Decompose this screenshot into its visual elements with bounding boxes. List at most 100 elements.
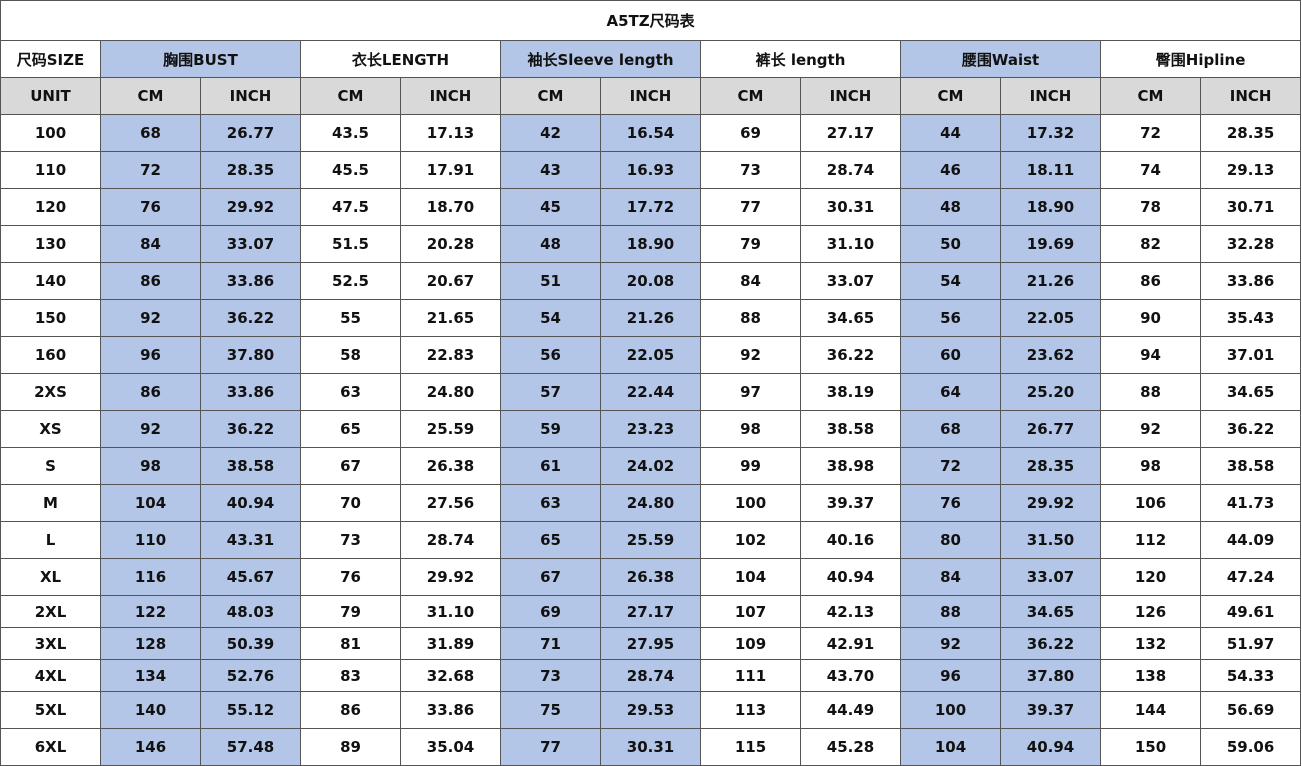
data-row: 160 96 37.80 58 22.83 56 22.05 92 36.22 60 23.62 94… (0, 336, 1302, 374)
measure-cell: 116 (100, 558, 201, 596)
data-row: 6XL 146 57.48 89 35.04 77 30.31 115 45.28 104 40.9… (0, 728, 1302, 766)
measure-cell: 59 (500, 410, 601, 448)
measure-cell: 36.22 (1000, 627, 1101, 660)
data-row: M 104 40.94 70 27.56 63 24.80 100 39.37 76 29.92 10… (0, 484, 1302, 522)
measure-cell: 57.48 (200, 728, 301, 766)
measure-cell: 56.69 (1199, 691, 1302, 729)
measure-cell: 18.90 (1000, 188, 1101, 226)
measure-cell: 36.22 (200, 410, 301, 448)
measure-cell: 22.05 (1000, 299, 1101, 337)
measure-cell: 88 (900, 595, 1001, 628)
measure-cell: 140 (100, 691, 201, 729)
size-label: 6XL (0, 728, 101, 766)
measure-cell: 21.26 (1000, 262, 1101, 300)
measure-cell: 63 (500, 484, 601, 522)
measure-cell: 27.17 (800, 114, 901, 152)
measure-cell: 86 (1100, 262, 1201, 300)
measure-cell: 54.33 (1199, 659, 1302, 692)
measure-cell: 86 (100, 373, 201, 411)
measure-cell: 61 (500, 447, 601, 485)
measure-cell: 73 (700, 151, 801, 189)
measure-cell: 107 (700, 595, 801, 628)
measure-cell: 51 (500, 262, 601, 300)
size-label: 2XL (0, 595, 101, 628)
measure-cell: 68 (100, 114, 201, 152)
measure-cell: 45.67 (200, 558, 301, 596)
measure-cell: 96 (900, 659, 1001, 692)
measure-cell: 23.62 (1000, 336, 1101, 374)
measure-cell: 69 (500, 595, 601, 628)
measure-cell: 21.26 (600, 299, 701, 337)
measure-cell: 84 (700, 262, 801, 300)
data-row: XL 116 45.67 76 29.92 67 26.38 104 40.94 84 33.07 1… (0, 558, 1302, 596)
measure-cell: 33.86 (400, 691, 501, 729)
column-header: 裤长 length (700, 40, 901, 78)
measure-cell: 60 (900, 336, 1001, 374)
measure-cell: 31.50 (1000, 521, 1101, 559)
measure-cell: 45 (500, 188, 601, 226)
measure-cell: 23.23 (600, 410, 701, 448)
measure-cell: 138 (1100, 659, 1201, 692)
measure-cell: 84 (900, 558, 1001, 596)
measure-cell: 33.07 (200, 225, 301, 263)
measure-cell: 34.65 (1000, 595, 1101, 628)
measure-cell: 48 (900, 188, 1001, 226)
data-row: 2XS 86 33.86 63 24.80 57 22.44 97 38.19 64 25.20 88… (0, 373, 1302, 411)
measure-cell: 39.37 (1000, 691, 1101, 729)
measure-cell: 17.32 (1000, 114, 1101, 152)
measure-cell: 35.43 (1199, 299, 1302, 337)
measure-cell: 88 (700, 299, 801, 337)
unit-header: INCH (1000, 77, 1101, 115)
measure-cell: 73 (300, 521, 401, 559)
measure-cell: 44.09 (1199, 521, 1302, 559)
column-header: 衣长LENGTH (300, 40, 501, 78)
measure-cell: 109 (700, 627, 801, 660)
measure-cell: 38.58 (1199, 447, 1302, 485)
measure-cell: 37.80 (1000, 659, 1101, 692)
measure-cell: 100 (700, 484, 801, 522)
measure-cell: 55.12 (200, 691, 301, 729)
measure-cell: 113 (700, 691, 801, 729)
measure-cell: 42.91 (800, 627, 901, 660)
measure-cell: 92 (100, 410, 201, 448)
measure-cell: 28.74 (600, 659, 701, 692)
measure-cell: 76 (900, 484, 1001, 522)
measure-cell: 36.22 (800, 336, 901, 374)
measure-cell: 106 (1100, 484, 1201, 522)
measure-cell: 71 (500, 627, 601, 660)
measure-cell: 52.5 (300, 262, 401, 300)
measure-cell: 110 (100, 521, 201, 559)
measure-cell: 22.44 (600, 373, 701, 411)
measure-cell: 68 (900, 410, 1001, 448)
measure-cell: 27.95 (600, 627, 701, 660)
measure-cell: 54 (900, 262, 1001, 300)
table-title: A5TZ尺码表 (0, 0, 1302, 41)
size-label: S (0, 447, 101, 485)
measure-cell: 67 (300, 447, 401, 485)
measure-cell: 28.74 (800, 151, 901, 189)
measure-cell: 98 (1100, 447, 1201, 485)
size-label: XS (0, 410, 101, 448)
measure-cell: 84 (100, 225, 201, 263)
measure-cell: 30.71 (1199, 188, 1302, 226)
measure-cell: 36.22 (200, 299, 301, 337)
measure-cell: 20.08 (600, 262, 701, 300)
measure-cell: 32.28 (1199, 225, 1302, 263)
data-row: 4XL 134 52.76 83 32.68 73 28.74 111 43.70 96 37.80… (0, 659, 1302, 692)
measure-cell: 32.68 (400, 659, 501, 692)
size-label: L (0, 521, 101, 559)
measure-cell: 79 (300, 595, 401, 628)
size-label: 130 (0, 225, 101, 263)
measure-cell: 38.58 (200, 447, 301, 485)
measure-cell: 58 (300, 336, 401, 374)
measure-cell: 88 (1100, 373, 1201, 411)
measure-cell: 64 (900, 373, 1001, 411)
measure-cell: 28.35 (200, 151, 301, 189)
measure-cell: 97 (700, 373, 801, 411)
measure-cell: 104 (100, 484, 201, 522)
unit-header: CM (900, 77, 1001, 115)
measure-cell: 80 (900, 521, 1001, 559)
data-row: S 98 38.58 67 26.38 61 24.02 99 38.98 72 28.35 98 38… (0, 447, 1302, 485)
measure-cell: 29.92 (200, 188, 301, 226)
